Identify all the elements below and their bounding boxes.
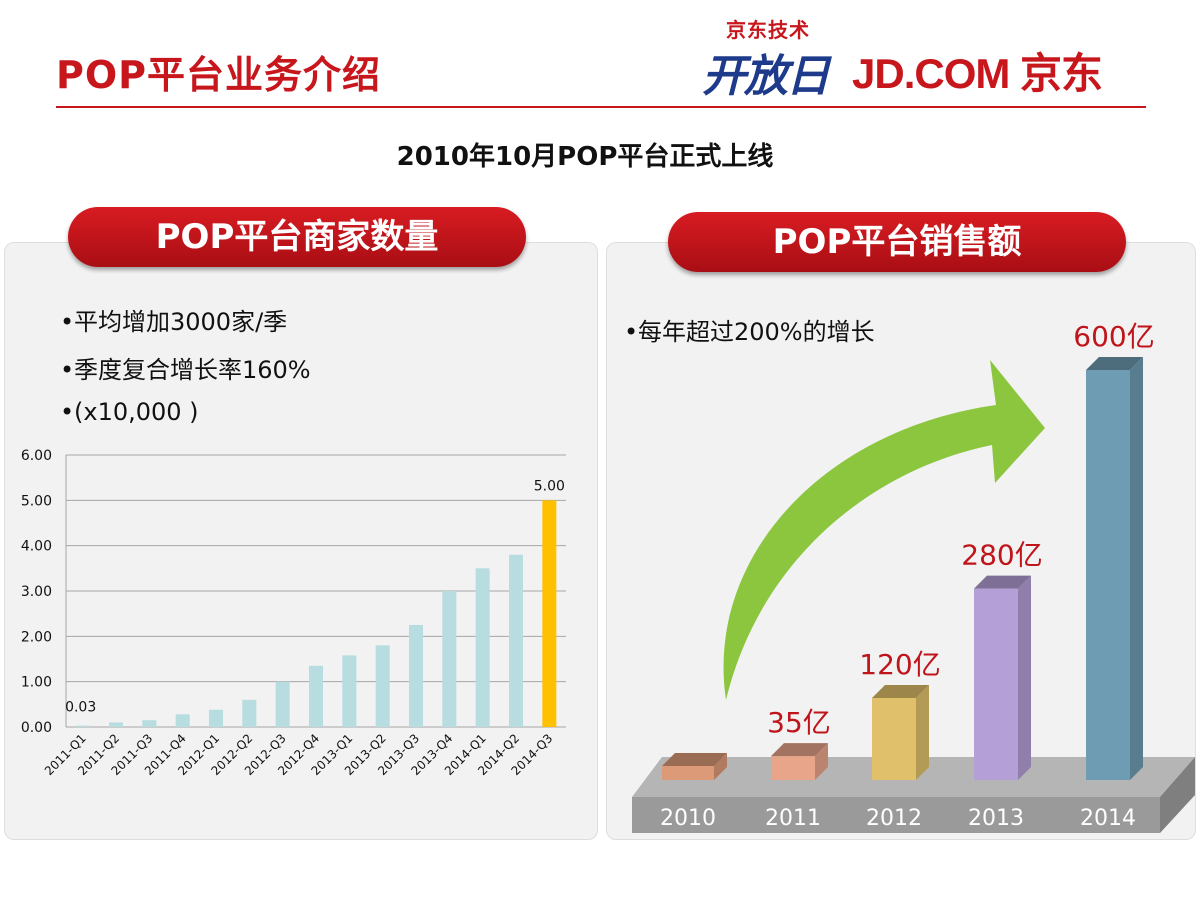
sales-title: POP平台销售额 [668, 212, 1126, 272]
slide-subtitle: 2010年10月POP平台正式上线 [396, 142, 774, 172]
merchant-bar-2014-Q1 [475, 568, 490, 727]
y-tick-label: 0.00 [21, 720, 52, 736]
merchant-bullet-2: •季度复合增长率160% [60, 356, 311, 384]
sales-bar-side [1130, 357, 1143, 780]
platform-front [632, 797, 1160, 833]
merchant-bar-2014-Q3 [542, 500, 557, 727]
growth-arrow [723, 360, 1045, 700]
merchant-count-panel [4, 242, 598, 840]
sales-value-label: 600亿 [1073, 320, 1154, 353]
sales-bar-side [916, 685, 929, 780]
merchant-bar-2011-Q4 [175, 714, 190, 727]
header-divider [56, 106, 1146, 108]
merchant-bullet-1: •平均增加3000家/季 [60, 308, 288, 336]
sales-bar-side [815, 743, 828, 780]
y-tick-label: 2.00 [21, 629, 52, 645]
sales-bar-top [662, 753, 727, 766]
data-label: 5.00 [534, 478, 565, 494]
merchant-bar-2013-Q4 [442, 591, 457, 727]
sales-year-label: 2011 [765, 806, 821, 831]
y-tick-label: 3.00 [21, 584, 52, 600]
merchant-bar-2012-Q2 [242, 699, 257, 727]
sales-bar-2014 [1086, 370, 1130, 780]
merchant-bar-2012-Q3 [275, 681, 290, 727]
y-tick-label: 5.00 [21, 493, 52, 509]
merchant-bar-2012-Q1 [209, 709, 223, 727]
sales-value-label: 120亿 [859, 648, 940, 681]
merchant-bar-2013-Q1 [342, 655, 357, 727]
sales-bar-side [1018, 575, 1031, 780]
sales-year-label: 2010 [660, 806, 716, 831]
jd-tech-open-day-logo: 京东技术 开放日 [702, 18, 830, 102]
merchant-bar-2012-Q4 [309, 665, 323, 727]
sales-year-label: 2014 [1080, 806, 1136, 831]
y-tick-label: 1.00 [21, 675, 52, 691]
y-tick-label: 6.00 [21, 448, 52, 464]
data-label: 0.03 [65, 700, 96, 716]
sales-bar-2011 [771, 756, 815, 780]
sales-bar-top [771, 743, 828, 757]
page-title: POP平台业务介绍 [56, 53, 382, 97]
merchant-count-title: POP平台商家数量 [68, 207, 526, 267]
merchant-bar-2014-Q2 [509, 554, 523, 727]
merchant-bar-2011-Q2 [109, 722, 123, 727]
sales-bar-2012 [872, 698, 916, 780]
merchant-bar-2013-Q3 [409, 625, 423, 727]
sales-bar-top [872, 685, 929, 698]
sales-bar-2013 [974, 588, 1018, 780]
sales-value-label: 280亿 [961, 539, 1042, 572]
jd-com-logo: JD.COM 京东 [852, 50, 1103, 97]
platform-side [1160, 757, 1195, 833]
sales-year-label: 2012 [866, 806, 922, 831]
sales-year-label: 2013 [968, 806, 1024, 831]
sales-bar-2010 [662, 766, 714, 780]
sales-bar-side [714, 753, 727, 780]
sales-bar-top [974, 575, 1031, 589]
sales-bullet-1: •每年超过200%的增长 [624, 318, 875, 346]
sales-bar-top [1086, 357, 1143, 370]
merchant-bar-2013-Q2 [375, 645, 390, 727]
y-tick-label: 4.00 [21, 539, 52, 555]
merchant-bar-2011-Q3 [142, 720, 157, 727]
sales-value-label: 35亿 [767, 706, 831, 739]
merchant-bullet-3: •(x10,000 ) [60, 398, 199, 426]
merchant-bar-2011-Q1 [75, 725, 90, 727]
